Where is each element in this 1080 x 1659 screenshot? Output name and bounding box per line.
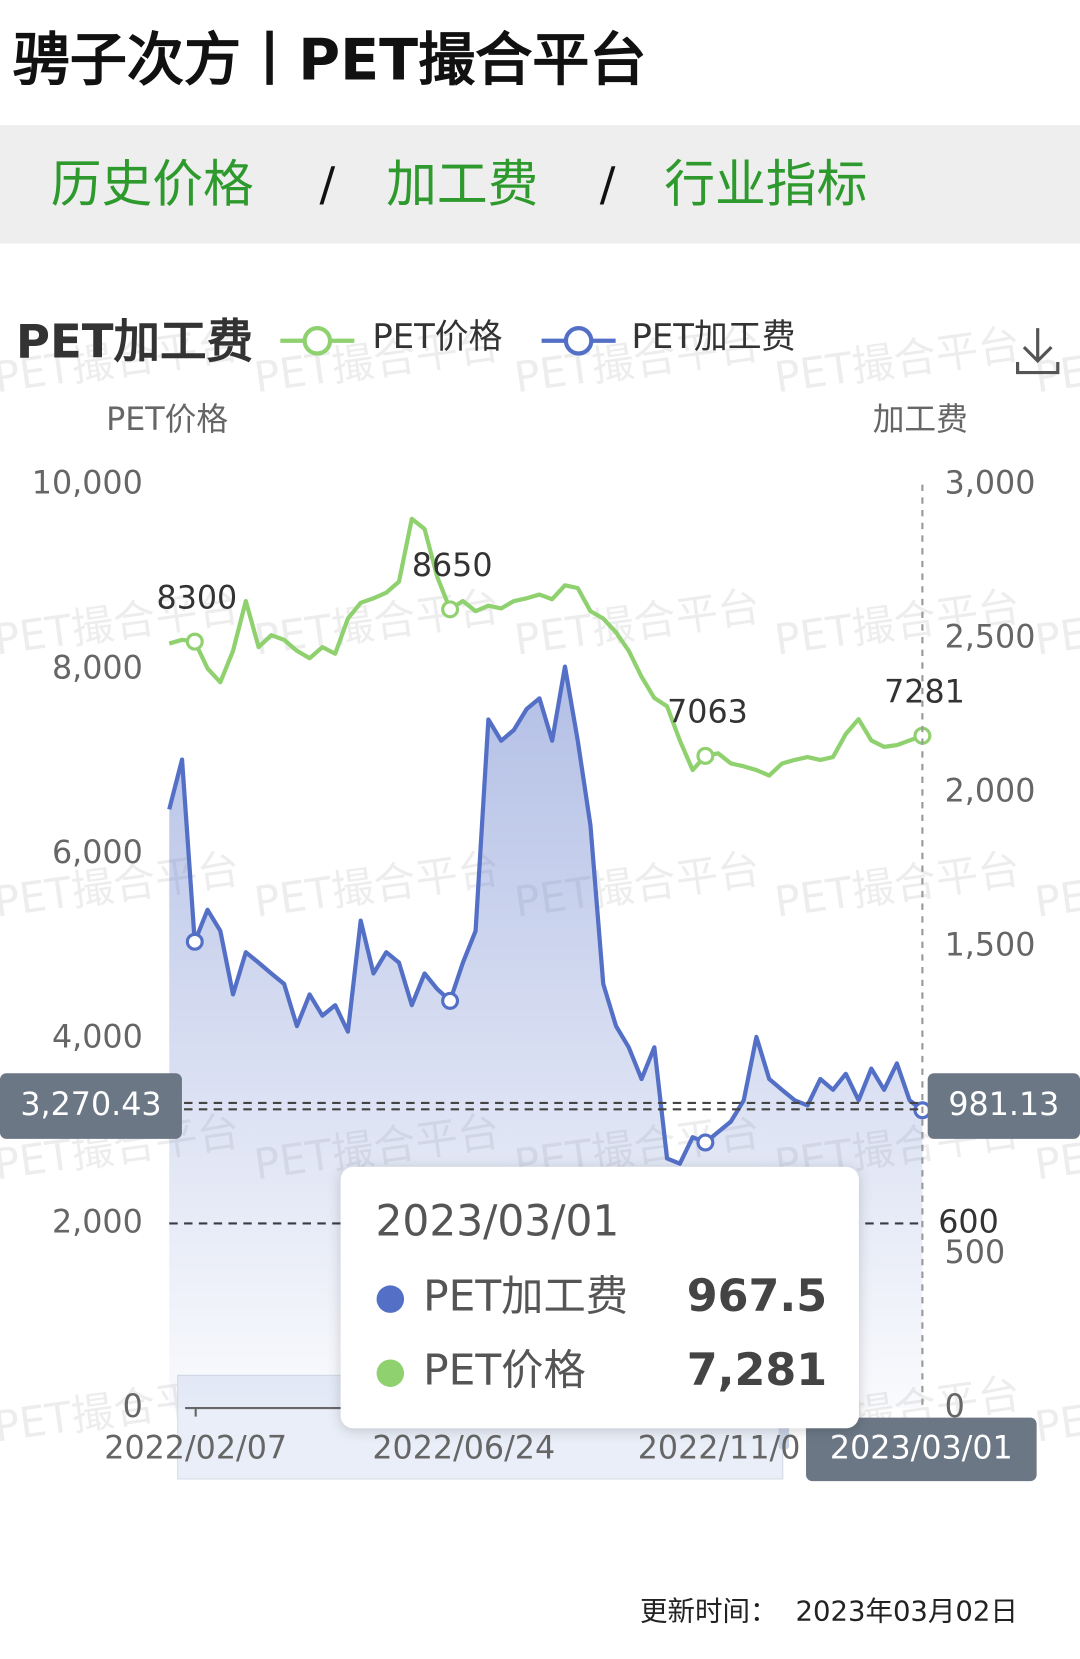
y-tick-label: 2,000 — [52, 1204, 143, 1240]
watermark: PET撮合平台 — [1032, 1369, 1080, 1452]
watermark: PET撮合平台 — [772, 844, 1024, 927]
y2-tick-label: 0 — [945, 1389, 965, 1425]
pointer-label-box — [0, 1073, 182, 1139]
x-tick-label: 2022/06/24 — [372, 1430, 555, 1466]
y-tick-label: 8,000 — [52, 650, 143, 686]
legend-symbol — [563, 325, 594, 356]
y2-tick-label: 2,000 — [945, 773, 1036, 809]
watermark: PET撮合平台 — [251, 844, 503, 927]
y2-tick-label: 2,500 — [945, 620, 1036, 656]
plot: PET价格 PET加工费 0 2,000 4,000 6,000 8,000 10,000 0 5… — [0, 317, 1080, 1482]
y-axis-name: PET价格 — [106, 402, 228, 438]
line — [168, 516, 924, 778]
line — [167, 664, 924, 1166]
y-tick-label: 0 — [123, 1389, 143, 1425]
legend-label: PET价格 — [372, 317, 502, 356]
nav-separator: / — [319, 157, 335, 211]
tooltip-value: 7,281 — [687, 1345, 827, 1396]
marked-point — [441, 600, 460, 619]
tooltip-dot — [376, 1359, 405, 1387]
x-tick-label: 2022/02/07 — [104, 1430, 287, 1466]
tooltip-dot — [376, 1285, 405, 1313]
nav-separator: / — [600, 157, 616, 211]
pointer-label-box — [927, 1073, 1080, 1139]
tooltip-date: 2023/03/01 — [376, 1197, 620, 1246]
update-date: 2023年03月02日 — [795, 1595, 1017, 1627]
app-title: 骋子次方丨PET撮合平台 — [13, 27, 647, 93]
legend-symbol — [302, 325, 333, 356]
y2-tick-label: 1,500 — [945, 927, 1036, 963]
update-label: 更新时间： — [640, 1595, 778, 1627]
nav-item[interactable]: 行业指标 — [664, 154, 867, 213]
watermark: PET撮合平台 — [251, 582, 503, 665]
y2-axis-name: 加工费 — [873, 402, 968, 438]
tooltip-name: PET加工费 — [423, 1272, 628, 1321]
marked-point — [185, 932, 204, 951]
y-tick-label: 4,000 — [52, 1020, 143, 1056]
marked-point — [185, 632, 204, 651]
mark-line-label: 600 — [938, 1204, 999, 1240]
nav-bar — [0, 125, 1080, 244]
marked-point — [696, 746, 715, 765]
chart-title: PET加工费 — [16, 315, 253, 369]
watermark: PET撮合平台 — [1032, 844, 1080, 927]
legend-label: PET加工费 — [631, 317, 795, 356]
download-icon[interactable] — [1016, 328, 1060, 375]
point-label: 7281 — [884, 674, 965, 710]
tooltip — [340, 1166, 859, 1429]
watermark: PET撮合平台 — [511, 582, 763, 665]
x-tick-label: 2022/11/0 — [638, 1430, 801, 1466]
pointer-label: 3,270.43 — [20, 1087, 161, 1123]
y-tick-label: 6,000 — [52, 835, 143, 871]
y2-tick-label: 500 — [945, 1235, 1006, 1271]
nav-item[interactable]: 加工费 — [386, 154, 538, 213]
tooltip-name: PET价格 — [423, 1346, 586, 1395]
pointer-label: 2023/03/01 — [830, 1430, 1013, 1466]
marked-point — [441, 991, 460, 1010]
tooltip-value: 967.5 — [687, 1271, 827, 1322]
nav-item[interactable]: 历史价格 — [51, 154, 254, 213]
y2-tick-label: 3,000 — [945, 466, 1036, 502]
point-label: 7063 — [667, 695, 748, 731]
pointer-label-box — [806, 1417, 1037, 1482]
pointer-label: 981.13 — [948, 1087, 1059, 1123]
watermark: PET撮合平台 — [772, 319, 1024, 402]
point-label: 8300 — [157, 580, 238, 616]
marked-point — [696, 1133, 715, 1152]
point-label: 8650 — [412, 548, 493, 584]
watermark: PET撮合平台 — [1032, 582, 1080, 665]
y-tick-label: 10,000 — [32, 466, 143, 502]
